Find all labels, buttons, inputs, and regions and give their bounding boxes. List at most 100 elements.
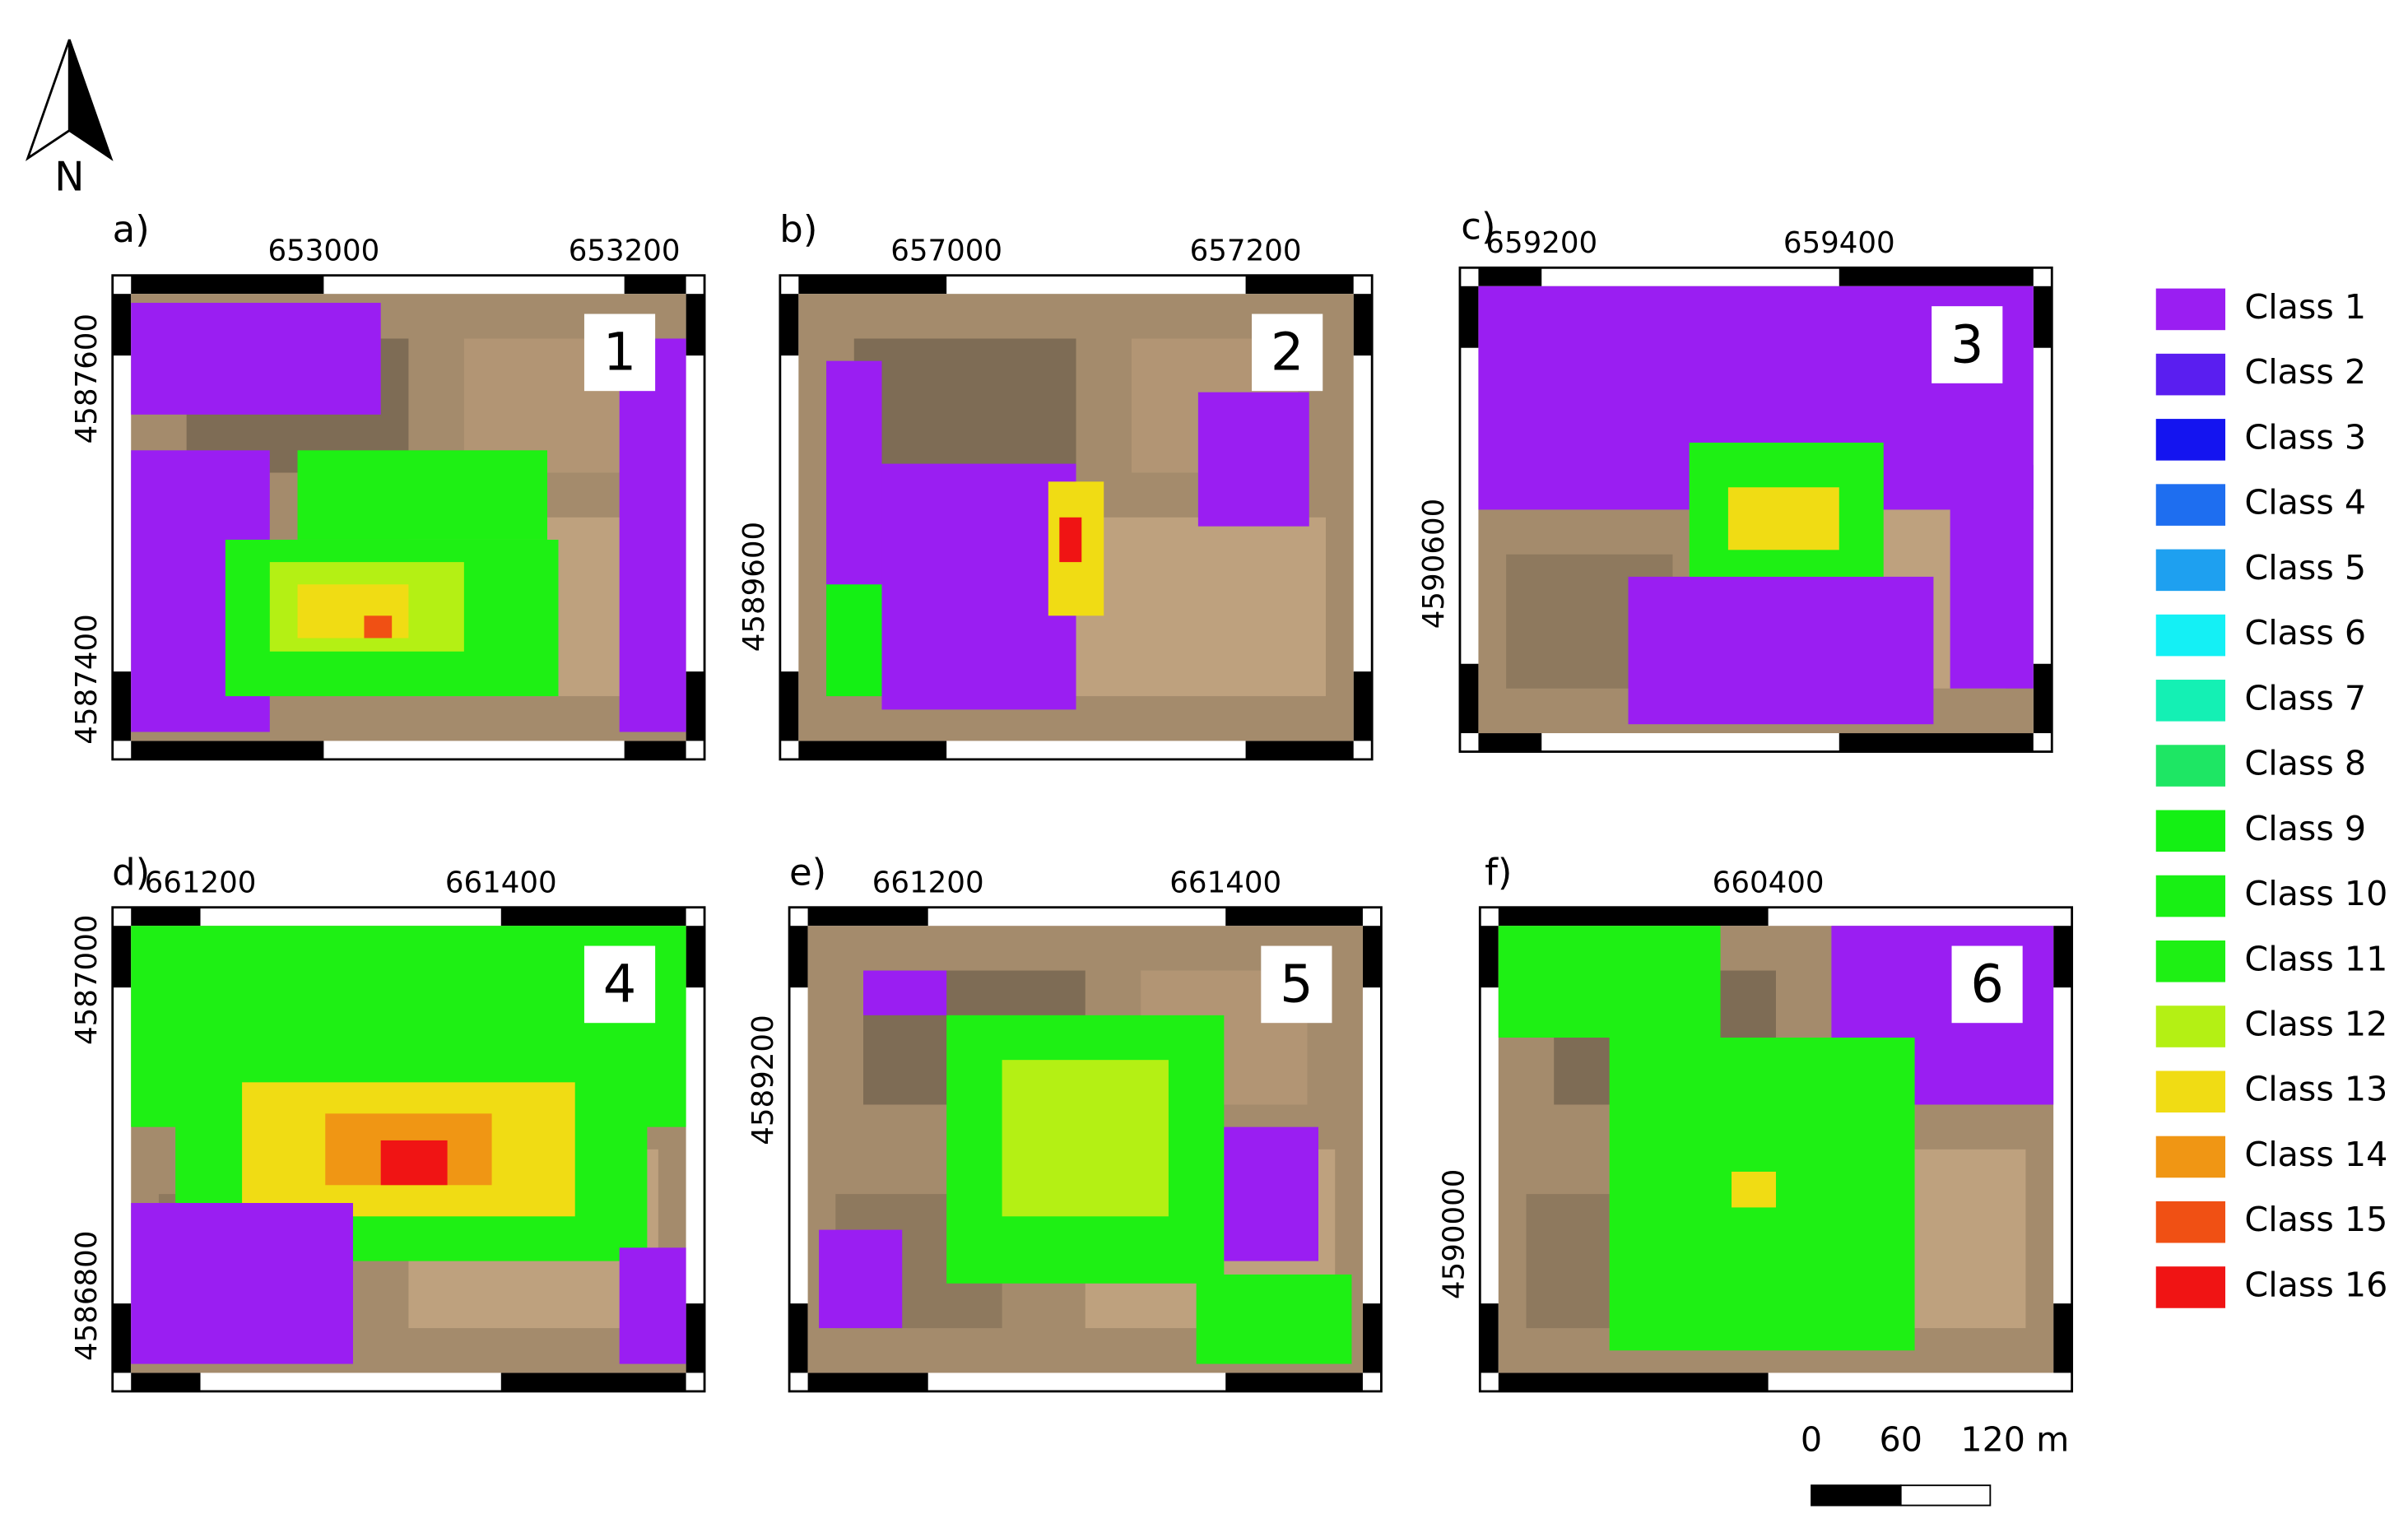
- frame-segment: [131, 907, 201, 927]
- frame-segment: [686, 1303, 705, 1373]
- frame-segment: [686, 294, 705, 356]
- frame-segment: [112, 926, 132, 988]
- legend-swatch: [2154, 808, 2227, 853]
- frame-segment: [779, 294, 799, 356]
- x-coordinate: 661400: [1169, 866, 1281, 900]
- panel-label: f): [1485, 850, 1512, 894]
- frame-segment: [131, 741, 324, 759]
- site-number: 1: [603, 323, 637, 383]
- legend-label: Class 5: [2244, 548, 2366, 588]
- legend-label: Class 12: [2244, 1005, 2387, 1044]
- legend-label: Class 13: [2244, 1070, 2387, 1109]
- legend-label: Class 15: [2244, 1200, 2387, 1239]
- class-area: [826, 584, 882, 697]
- legend-label: Class 2: [2244, 352, 2366, 392]
- scale-bar: 0 60 120 m: [1801, 1420, 2069, 1507]
- class-area: [1950, 465, 2034, 689]
- legend-swatch: [2154, 743, 2227, 788]
- y-coordinate: 4590000: [1437, 1169, 1471, 1299]
- frame-segment: [1498, 907, 1769, 927]
- legend-swatch: [2154, 417, 2227, 462]
- frame-segment: [807, 1372, 928, 1391]
- frame-segment: [1245, 741, 1354, 759]
- panel-label: e): [789, 850, 826, 894]
- frame-segment: [789, 1303, 808, 1373]
- frame-segment: [500, 907, 686, 927]
- map-panel: c) 3 659200 659400 4590600: [1417, 204, 2053, 753]
- site-number: 5: [1280, 954, 1313, 1015]
- x-coordinate: 653200: [569, 235, 681, 268]
- x-coordinate: 653000: [267, 235, 379, 268]
- frame-segment: [2033, 663, 2052, 734]
- legend-label: Class 8: [2244, 744, 2366, 783]
- class-area: [1224, 1126, 1318, 1261]
- site-number: 3: [1950, 314, 1984, 375]
- map-panel: a) 1 653000 653200 4587600 4587400: [70, 207, 706, 761]
- site-number-box: [1932, 306, 2003, 383]
- frame-segment: [112, 1303, 132, 1373]
- class-area: [1059, 517, 1082, 563]
- legend-swatch: [2154, 547, 2227, 593]
- legend-swatch: [2154, 939, 2227, 984]
- frame-segment: [1478, 267, 1542, 286]
- scale-segment: [1811, 1484, 1902, 1507]
- frame-segment: [1225, 907, 1363, 927]
- scale-segment: [1899, 1484, 1992, 1507]
- class-area: [1727, 487, 1839, 550]
- north-arrow: [26, 39, 114, 161]
- frame-segment: [1839, 267, 2034, 286]
- frame-segment: [1498, 1372, 1769, 1391]
- legend-label: Class 1: [2244, 287, 2366, 327]
- frame-segment: [686, 671, 705, 741]
- frame-segment: [1480, 1303, 1499, 1373]
- class-area: [131, 303, 381, 415]
- map-panel: e) 5 661200 661400 4589200: [746, 850, 1383, 1393]
- class-area: [881, 463, 1076, 710]
- legend-label: Class 11: [2244, 939, 2387, 978]
- panel-label: c): [1461, 204, 1495, 248]
- frame-segment: [500, 1372, 686, 1391]
- class-area: [1197, 392, 1309, 527]
- frame-segment: [1459, 663, 1479, 734]
- class-area: [619, 1247, 686, 1364]
- y-coordinate: 4587000: [70, 915, 104, 1045]
- class-area: [1498, 926, 1721, 1038]
- frame-segment: [1839, 733, 2034, 752]
- frame-segment: [112, 671, 132, 741]
- frame-segment: [2053, 1303, 2072, 1373]
- north-arrow-left: [26, 39, 71, 161]
- class-area: [1196, 1274, 1352, 1364]
- y-coordinate: 4587600: [70, 313, 104, 444]
- legend-label: Class 10: [2244, 874, 2387, 913]
- site-number-box: [1261, 945, 1332, 1024]
- y-coordinate: 4589600: [737, 522, 771, 652]
- panel-label: b): [779, 207, 817, 251]
- class-area: [364, 615, 393, 639]
- north-label: N: [54, 155, 84, 201]
- frame-segment: [1362, 1303, 1382, 1373]
- frame-segment: [1353, 671, 1373, 741]
- scale-label: 0: [1801, 1420, 1822, 1460]
- x-coordinate: 661400: [445, 866, 557, 900]
- frame-segment: [789, 926, 808, 988]
- frame-segment: [1362, 926, 1382, 988]
- scale-label: 60: [1879, 1420, 1922, 1460]
- frame-segment: [1225, 1372, 1363, 1391]
- frame-segment: [2053, 926, 2072, 988]
- class-area: [131, 1202, 353, 1364]
- y-coordinate: 4587400: [70, 614, 104, 744]
- frame-segment: [1480, 926, 1499, 988]
- legend: Class 1 Class 2 Class 3 Class 4 Class 5 Class…: [2154, 286, 2387, 1310]
- legend-label: Class 4: [2244, 483, 2366, 522]
- frame-segment: [2033, 286, 2052, 348]
- class-area: [619, 338, 686, 732]
- frame-segment: [1459, 286, 1479, 348]
- legend-swatch: [2154, 612, 2227, 658]
- frame-segment: [807, 907, 928, 927]
- legend-swatch: [2154, 678, 2227, 723]
- legend-swatch: [2154, 873, 2227, 919]
- legend-swatch: [2154, 1200, 2227, 1245]
- frame-segment: [1353, 294, 1373, 356]
- legend-label: Class 16: [2244, 1265, 2387, 1304]
